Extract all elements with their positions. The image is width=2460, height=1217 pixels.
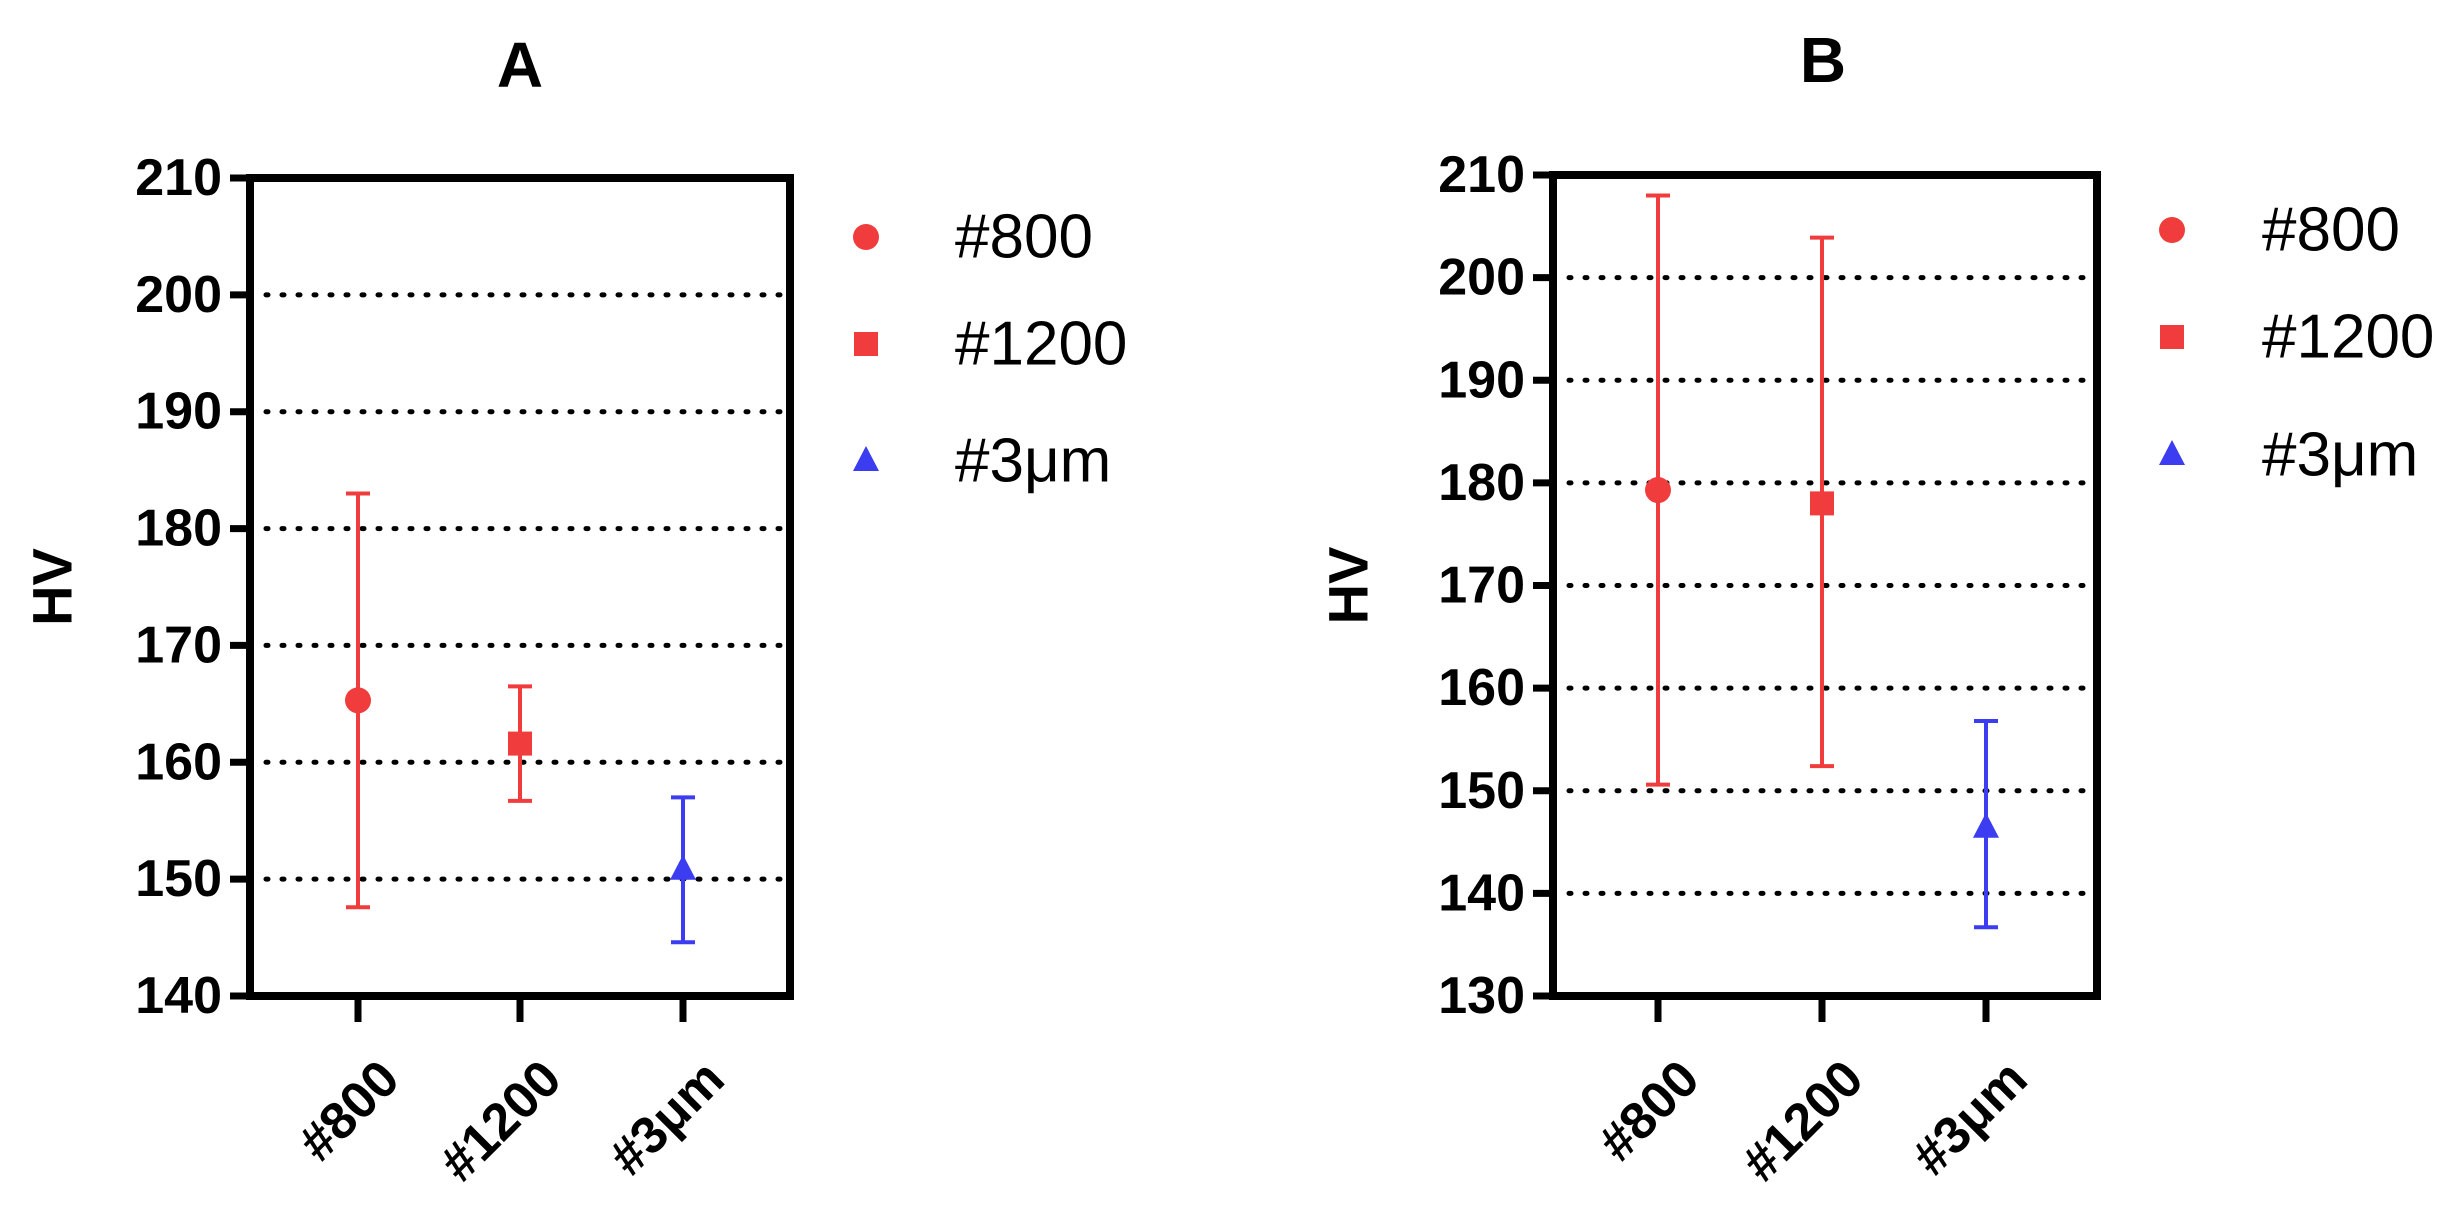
y-tick-label-1-1: 140 (1438, 864, 1525, 922)
y-tick-label-0-0: 140 (135, 967, 222, 1025)
chart-title-1: B (1800, 24, 1846, 96)
x-tick-label-1-0: #800 (1588, 1049, 1711, 1172)
legend-marker-0-2 (853, 446, 879, 471)
data-point-1-1 (1810, 491, 1834, 516)
y-tick-label-1-0: 130 (1438, 967, 1525, 1025)
data-point-1-2 (1973, 812, 1999, 838)
legend-marker-1-0 (2159, 217, 2185, 243)
data-point-0-2 (670, 854, 696, 880)
legend-label-0-1: #1200 (955, 310, 1127, 379)
legend-label-1-0: #800 (2262, 196, 2400, 265)
legend-label-0-0: #800 (955, 203, 1093, 272)
x-tick-label-0-1: #1200 (429, 1049, 572, 1192)
y-tick-label-0-5: 190 (135, 383, 222, 441)
legend-marker-0-0 (853, 224, 879, 250)
y-tick-label-1-7: 200 (1438, 249, 1525, 307)
y-tick-label-1-2: 150 (1438, 762, 1525, 820)
data-point-1-0 (1645, 477, 1671, 504)
y-axis-label-1: HV (1317, 547, 1380, 625)
y-tick-label-0-4: 180 (135, 500, 222, 558)
y-tick-label-0-6: 200 (135, 266, 222, 324)
legend-label-1-2: #3μm (2262, 421, 2418, 490)
y-tick-label-1-6: 190 (1438, 351, 1525, 409)
y-axis-label-0: HV (21, 548, 84, 626)
y-tick-label-0-3: 170 (135, 616, 222, 674)
data-point-0-1 (508, 731, 532, 756)
data-point-0-0 (345, 687, 371, 714)
x-tick-label-1-2: #3μm (1901, 1049, 2038, 1186)
x-tick-label-0-0: #800 (288, 1049, 411, 1172)
y-tick-label-1-8: 210 (1438, 146, 1525, 204)
y-tick-label-1-4: 170 (1438, 557, 1525, 615)
x-tick-label-0-2: #3μm (598, 1049, 735, 1186)
x-tick-label-1-1: #1200 (1731, 1049, 1874, 1192)
y-tick-label-0-1: 150 (135, 850, 222, 908)
y-tick-label-0-7: 210 (135, 149, 222, 207)
y-tick-label-0-2: 160 (135, 733, 222, 791)
plot-frame-0 (246, 174, 794, 1000)
legend-label-0-2: #3μm (955, 427, 1111, 496)
legend-marker-0-1 (854, 332, 878, 356)
y-tick-label-1-5: 180 (1438, 454, 1525, 512)
legend-marker-1-2 (2159, 440, 2185, 465)
chart-title-0: A (497, 29, 543, 101)
legend-label-1-1: #1200 (2262, 303, 2434, 372)
legend-marker-1-1 (2160, 325, 2184, 349)
y-tick-label-1-3: 160 (1438, 659, 1525, 717)
